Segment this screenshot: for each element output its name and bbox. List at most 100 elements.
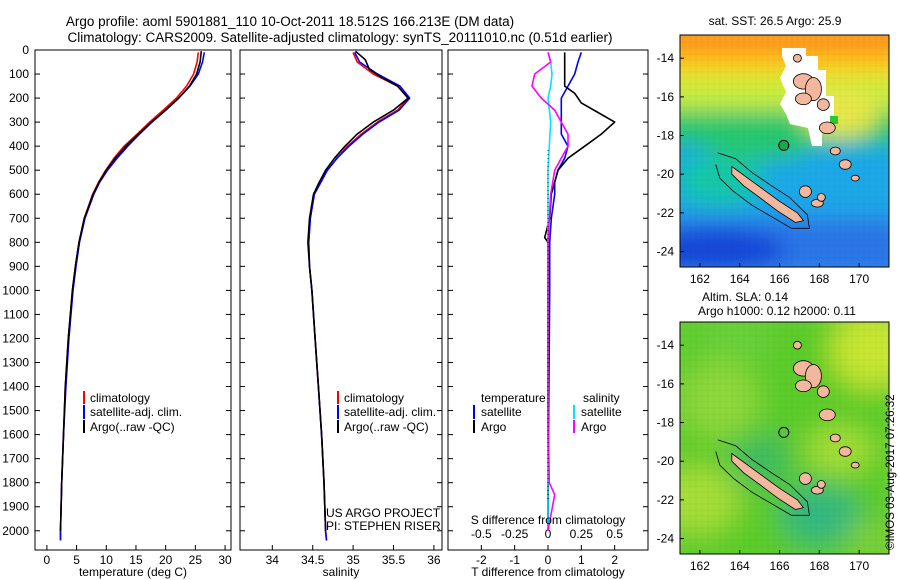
sst-vanuatu-island <box>829 146 841 156</box>
depth-tick-label: 700 <box>9 211 29 225</box>
sla-vanuatu-island <box>816 385 830 398</box>
temperature-axis-label: temperature (deg C) <box>79 565 187 579</box>
sst-vanuatu-island <box>799 185 812 198</box>
depth-tick-label: 500 <box>9 163 29 177</box>
legend-label-argo: Argo(..raw -QC) <box>90 420 175 434</box>
depth-tick-label: 1600 <box>2 428 29 442</box>
sla-map-title-line-2: Argo h1000: 0.12 h2000: 0.11 <box>698 304 856 318</box>
sst-lon-label: 164 <box>730 272 750 286</box>
sla-vanuatu-island <box>795 379 812 393</box>
depth-tick-label: 2000 <box>2 524 29 538</box>
depth-tick-label: 100 <box>9 67 29 81</box>
sst-map-frame <box>679 34 890 268</box>
difference-series-temperature-satellite <box>547 52 583 531</box>
legend-label-climatology: climatology <box>90 391 150 405</box>
sst-vanuatu-island <box>850 174 860 182</box>
depth-tick-label: 0 <box>22 43 29 57</box>
t-difference-axis-label: T difference from climatology <box>471 565 625 579</box>
temperature-xtick-label: 15 <box>129 553 143 567</box>
temperature-legend: climatology satellite-adj. clim. Argo(..… <box>83 391 182 434</box>
sst-reef-outline <box>715 152 810 229</box>
project-credit: US ARGO PROJECT <box>326 506 441 520</box>
sla-lat-label: -18 <box>657 416 675 430</box>
salinity-lines <box>307 50 411 541</box>
legend-label-satellite: satellite-adj. clim. <box>90 405 182 419</box>
s-difference-tick-label: -0.25 <box>501 527 529 541</box>
sla-vanuatu-island <box>838 446 852 457</box>
difference-xtick-label: 1 <box>578 553 585 567</box>
sla-new-caledonia-island <box>731 452 805 510</box>
salinity-xtick-label: 36 <box>427 553 441 567</box>
map-overlays: 162 164 166 168 170 -14 -16 -18 -20 -22 -24 162 164 1… <box>657 51 870 573</box>
sst-lat-label: -18 <box>657 129 675 143</box>
depth-tick-label: 1500 <box>2 404 29 418</box>
temperature-xtick-label: 5 <box>73 553 80 567</box>
difference-legend: temperature satellite Argo salinity sate… <box>473 391 622 434</box>
sst-vanuatu-island <box>816 193 826 202</box>
sst-lat-label: -20 <box>657 167 675 181</box>
sla-vanuatu-island <box>793 340 802 350</box>
temperature-xtick-label: 20 <box>159 553 173 567</box>
sst-lon-label: 166 <box>770 272 790 286</box>
depth-tick-label: 200 <box>9 91 29 105</box>
legend-title-temperature: temperature <box>481 391 546 405</box>
s-difference-tick-label: 0.5 <box>606 527 623 541</box>
salinity-legend: climatology satellite-adj. clim. Argo(..… <box>337 391 436 434</box>
s-difference-tick-label: 0.25 <box>570 527 594 541</box>
sst-argo-position-marker <box>778 139 790 151</box>
sst-lon-label: 162 <box>690 272 710 286</box>
salinity-plot-frame <box>239 49 443 551</box>
difference-series-temperature-argo <box>543 52 616 531</box>
s-difference-axis-label: S difference from climatology <box>471 513 626 527</box>
sst-map-title: sat. SST: 26.5 Argo: 25.9 <box>709 14 842 28</box>
temperature-lines <box>59 51 206 541</box>
sst-lat-label: -22 <box>657 206 675 220</box>
sla-vanuatu-island <box>818 408 836 422</box>
sla-lon-label: 164 <box>730 559 750 573</box>
sst-lat-label: -24 <box>657 245 675 259</box>
temperature-plot-frame <box>34 49 232 551</box>
depth-tick-label: 600 <box>9 187 29 201</box>
sla-lon-label: 166 <box>770 559 790 573</box>
sst-lat-label: -16 <box>657 90 675 104</box>
salinity-series-argo-raw-qc- <box>307 50 409 531</box>
figure-title-line-1: Argo profile: aoml 5901881_110 10-Oct-20… <box>66 14 514 29</box>
sla-vanuatu-island <box>799 472 812 485</box>
temperature-xtick-label: 30 <box>218 553 232 567</box>
sla-map-frame <box>679 321 890 555</box>
sla-lat-label: -22 <box>657 493 675 507</box>
sst-lon-label: 168 <box>809 272 829 286</box>
sla-lon-label: 162 <box>690 559 710 573</box>
sst-new-caledonia-island <box>731 165 805 223</box>
sla-vanuatu-island <box>816 480 826 489</box>
depth-tick-label: 1900 <box>2 500 29 514</box>
temperature-xtick-label: 10 <box>100 553 114 567</box>
sla-lat-label: -24 <box>657 532 675 546</box>
cloud-mask-speck <box>830 116 838 124</box>
axes-layer: 0 5 10 15 20 25 30 34 34.5 35 35.5 36 -2 -1 0 1 20100200… <box>2 43 648 567</box>
legend-label-climatology: climatology <box>344 391 404 405</box>
difference-xtick-label: -1 <box>509 553 520 567</box>
depth-tick-label: 1400 <box>2 380 29 394</box>
sla-map: Altim. SLA: 0.14 Argo h1000: 0.12 h2000:… <box>679 290 890 555</box>
sst-vanuatu-island <box>793 53 802 63</box>
depth-tick-label: 1300 <box>2 356 29 370</box>
sla-lat-label: -14 <box>657 338 675 352</box>
legend-title-salinity: salinity <box>583 391 620 405</box>
sst-map: sat. SST: 26.5 Argo: 25.9 <box>679 14 890 268</box>
difference-xtick-label: -2 <box>476 553 487 567</box>
sla-map-title-line-1: Altim. SLA: 0.14 <box>702 290 788 304</box>
sla-lon-label: 170 <box>849 559 869 573</box>
pi-credit: PI: STEPHEN RISER <box>326 519 441 533</box>
s-difference-tick-label: 0 <box>545 527 552 541</box>
salinity-xtick-label: 34 <box>266 553 280 567</box>
sla-lat-label: -20 <box>657 454 675 468</box>
legend-label-s-argo: Argo <box>581 420 607 434</box>
sla-reef-outline <box>715 439 810 516</box>
temperature-xtick-label: 25 <box>189 553 203 567</box>
legend-label-satellite: satellite-adj. clim. <box>344 405 436 419</box>
salinity-xtick-label: 34.5 <box>301 553 325 567</box>
difference-xtick-label: 0 <box>545 553 552 567</box>
difference-lines <box>531 52 616 531</box>
temperature-series-argo-raw-qc- <box>59 51 203 531</box>
